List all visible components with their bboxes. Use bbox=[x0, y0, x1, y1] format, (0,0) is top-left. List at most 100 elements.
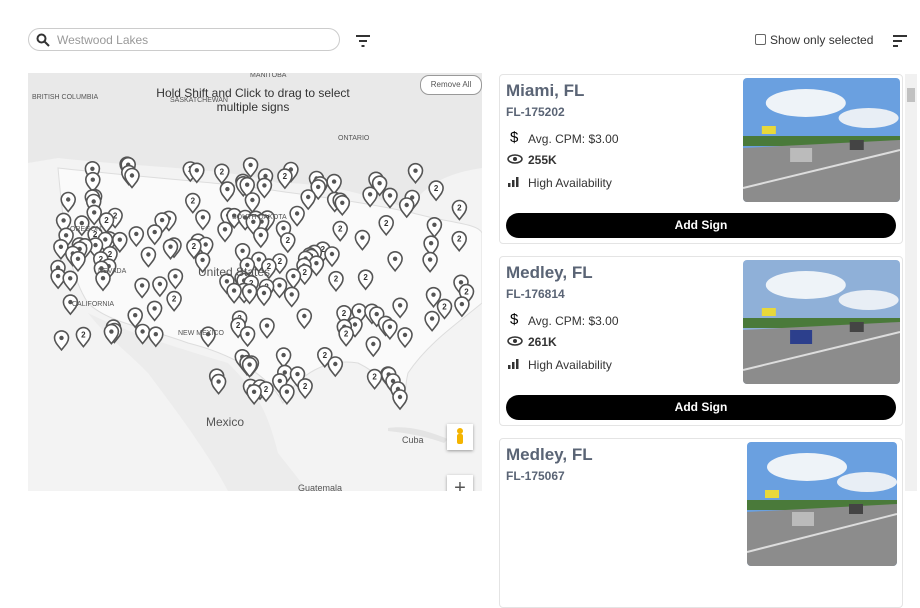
map-pin[interactable] bbox=[162, 238, 179, 260]
map-pin[interactable]: 2 bbox=[277, 168, 293, 190]
map-pin[interactable] bbox=[392, 297, 408, 319]
map-pin[interactable]: 2 bbox=[436, 298, 453, 320]
map-pin[interactable] bbox=[226, 282, 242, 304]
map-pin[interactable] bbox=[296, 308, 313, 330]
map-pin[interactable] bbox=[398, 197, 415, 219]
map-pin[interactable] bbox=[425, 286, 442, 308]
map-pin[interactable] bbox=[219, 181, 236, 203]
map-pin[interactable]: 2 bbox=[75, 326, 92, 348]
map-pin[interactable] bbox=[86, 204, 102, 226]
map-pin[interactable]: 2 bbox=[451, 230, 468, 252]
map-pin[interactable] bbox=[407, 162, 424, 184]
map-pin[interactable] bbox=[189, 162, 205, 184]
filter-icon[interactable] bbox=[356, 35, 370, 47]
map-pin[interactable] bbox=[242, 157, 259, 179]
map-pin[interactable] bbox=[275, 347, 292, 369]
map-pin[interactable] bbox=[60, 191, 77, 213]
map-pin[interactable] bbox=[124, 167, 140, 189]
map-pin[interactable]: 2 bbox=[357, 269, 374, 291]
map-pin[interactable] bbox=[195, 209, 211, 231]
map-pin[interactable] bbox=[354, 229, 371, 251]
map-pin[interactable]: 2 bbox=[279, 232, 296, 254]
map-pin[interactable] bbox=[256, 285, 272, 307]
map-pin[interactable] bbox=[334, 195, 351, 217]
map-pin[interactable]: 2 bbox=[451, 199, 468, 221]
map-pin[interactable] bbox=[210, 373, 227, 395]
map-pin[interactable] bbox=[271, 277, 288, 299]
map-pin[interactable]: 2 bbox=[297, 378, 313, 400]
map-pin[interactable] bbox=[53, 330, 70, 352]
map-pin[interactable] bbox=[85, 171, 101, 193]
map-pin[interactable] bbox=[112, 231, 128, 253]
map-pin[interactable] bbox=[362, 186, 378, 208]
map-pin[interactable]: 2 bbox=[98, 212, 115, 234]
map-pin[interactable] bbox=[283, 286, 300, 308]
remove-all-button[interactable]: Remove All bbox=[420, 75, 482, 95]
map-pin[interactable]: 2 bbox=[366, 368, 383, 390]
map-pin[interactable]: 2 bbox=[328, 270, 344, 292]
sign-card[interactable]: Medley, FL FL-175067 bbox=[499, 438, 903, 608]
map-pin[interactable] bbox=[253, 227, 269, 249]
map-pin[interactable] bbox=[324, 246, 340, 268]
map-pin[interactable] bbox=[103, 323, 120, 345]
map-pin[interactable] bbox=[244, 192, 261, 214]
map-pin[interactable] bbox=[239, 326, 256, 348]
map-pin[interactable] bbox=[194, 252, 211, 274]
map-pin[interactable] bbox=[382, 187, 398, 209]
map-pin[interactable] bbox=[146, 224, 163, 246]
map-pin[interactable] bbox=[146, 300, 163, 322]
map-pin[interactable] bbox=[387, 251, 403, 273]
map-pin[interactable] bbox=[426, 217, 443, 239]
map-pin[interactable] bbox=[152, 276, 168, 298]
map-pin[interactable] bbox=[70, 251, 86, 273]
map-pin[interactable]: 2 bbox=[378, 215, 395, 237]
map[interactable]: 2222222222222222222222222222222222222222… bbox=[28, 73, 482, 491]
map-pin[interactable] bbox=[148, 326, 164, 348]
map-pin[interactable] bbox=[259, 317, 275, 339]
map-pin[interactable] bbox=[200, 326, 216, 348]
map-pin[interactable] bbox=[246, 384, 262, 406]
map-pin[interactable]: 2 bbox=[166, 290, 182, 312]
map-pin[interactable] bbox=[326, 173, 342, 195]
map-pin[interactable] bbox=[73, 215, 90, 237]
map-pin[interactable] bbox=[454, 296, 470, 318]
street-view-button[interactable] bbox=[447, 424, 473, 450]
map-pin[interactable] bbox=[167, 268, 184, 290]
map-pin[interactable] bbox=[140, 246, 157, 268]
map-pin[interactable] bbox=[382, 319, 398, 341]
map-pin[interactable]: 2 bbox=[428, 180, 444, 202]
map-pin[interactable] bbox=[241, 283, 258, 305]
map-pin[interactable] bbox=[365, 336, 382, 358]
map-pin[interactable] bbox=[95, 270, 111, 292]
search-box[interactable]: Westwood Lakes bbox=[28, 28, 340, 51]
sort-icon[interactable] bbox=[893, 35, 907, 47]
map-pin[interactable] bbox=[289, 205, 305, 227]
map-pin[interactable]: 2 bbox=[214, 163, 230, 185]
map-pin[interactable] bbox=[256, 177, 273, 199]
map-pin[interactable]: 2 bbox=[186, 238, 202, 260]
map-pin[interactable] bbox=[241, 356, 258, 378]
sign-card[interactable]: Miami, FL FL-175202 $ Avg. CPM: $3.00 255K Hi… bbox=[499, 74, 903, 244]
checkbox[interactable] bbox=[755, 34, 766, 45]
sign-card[interactable]: Medley, FL FL-176814 $ Avg. CPM: $3.00 261K H… bbox=[499, 256, 903, 426]
map-pin[interactable]: 2 bbox=[338, 325, 354, 347]
map-pin[interactable] bbox=[134, 323, 151, 345]
map-pin[interactable] bbox=[127, 307, 143, 329]
zoom-in-button[interactable]: + bbox=[447, 475, 473, 491]
map-pin[interactable] bbox=[397, 327, 413, 349]
map-pin[interactable]: 2 bbox=[332, 220, 349, 242]
map-pin[interactable]: 2 bbox=[185, 192, 201, 214]
add-sign-button[interactable]: Add Sign bbox=[506, 213, 896, 238]
map-pin[interactable] bbox=[62, 294, 79, 316]
map-pin[interactable] bbox=[392, 389, 408, 411]
map-pin[interactable] bbox=[300, 189, 317, 211]
add-sign-button[interactable]: Add Sign bbox=[506, 395, 896, 420]
map-pin[interactable] bbox=[134, 277, 150, 299]
map-pin[interactable] bbox=[128, 226, 145, 248]
map-pin[interactable] bbox=[239, 176, 255, 198]
map-pin[interactable] bbox=[327, 356, 344, 378]
map-pin[interactable] bbox=[424, 310, 440, 332]
map-pin[interactable] bbox=[217, 221, 233, 243]
map-pin[interactable] bbox=[422, 251, 438, 273]
map-pin[interactable]: 2 bbox=[261, 258, 277, 280]
